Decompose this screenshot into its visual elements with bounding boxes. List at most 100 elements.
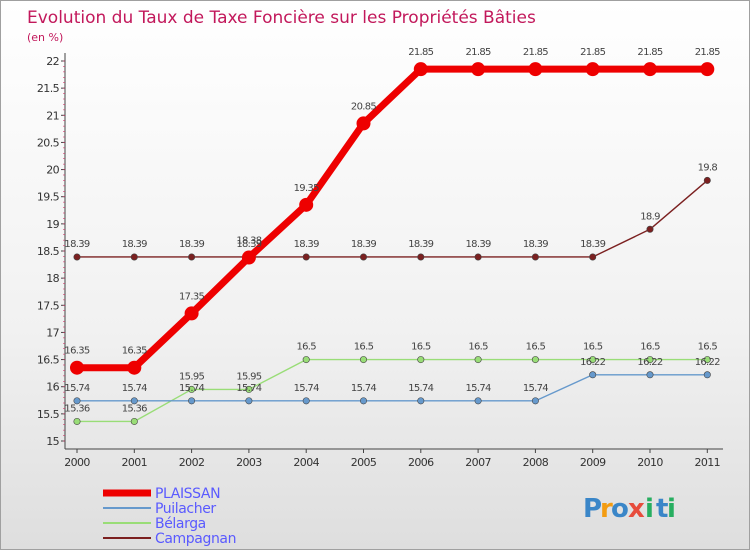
- y-tick-label: 19.5: [37, 191, 60, 204]
- data-label-puilacher: 15.74: [351, 383, 376, 394]
- data-label-puilacher: 16.22: [637, 357, 662, 368]
- data-label-plaissan: 21.85: [523, 47, 548, 58]
- logo-letter: P: [583, 494, 603, 524]
- data-label-campagnan: 18.39: [523, 239, 548, 250]
- data-label-plaissan: 21.85: [695, 47, 720, 58]
- data-label-belarga: 16.5: [468, 342, 488, 353]
- series-line-campagnan: [76, 179, 708, 258]
- y-tick-label: 22: [46, 55, 59, 68]
- data-label-campagnan: 18.39: [236, 239, 261, 250]
- x-tick-label: 2006: [408, 456, 434, 469]
- y-tick-label: 17.5: [37, 299, 60, 312]
- data-label-belarga: 16.5: [583, 342, 603, 353]
- data-point-puilacher: [474, 397, 482, 405]
- data-point-belarga: [359, 356, 367, 364]
- data-label-puilacher: 16.22: [580, 357, 605, 368]
- data-label-campagnan: 19.8: [698, 162, 718, 173]
- legend-label-belarga: Bélarga: [155, 516, 206, 532]
- data-point-belarga: [646, 356, 654, 364]
- data-point-plaissan: [241, 250, 256, 265]
- x-tick-label: 2011: [694, 456, 720, 469]
- data-point-plaissan: [413, 62, 428, 77]
- data-label-plaissan: 21.85: [466, 47, 491, 58]
- data-point-campagnan: [188, 253, 196, 261]
- series-lines: [70, 62, 715, 425]
- x-tick-label: 2007: [465, 456, 491, 469]
- y-tick-label: 15.5: [37, 408, 60, 421]
- y-tick-label: 21: [46, 109, 59, 122]
- x-tick-label: 2009: [580, 456, 606, 469]
- series-line-plaissan: [73, 65, 711, 372]
- data-point-puilacher: [703, 371, 711, 379]
- y-tick-label: 20: [46, 164, 59, 177]
- data-point-plaissan: [70, 360, 84, 375]
- data-label-belarga: 16.5: [296, 342, 316, 353]
- data-label-plaissan: 21.85: [637, 47, 662, 58]
- series-line-puilacher: [76, 374, 708, 402]
- data-label-puilacher: 16.22: [695, 357, 720, 368]
- data-point-puilacher: [531, 397, 539, 405]
- data-point-belarga: [130, 417, 138, 425]
- data-point-plaissan: [127, 360, 142, 375]
- data-label-belarga: 16.5: [526, 342, 546, 353]
- data-labels: 18.39 18.39 18.39 18.39 18.39 18.39 18.39 18.39…: [64, 47, 720, 414]
- data-point-belarga: [245, 385, 253, 393]
- data-label-belarga: 16.5: [354, 342, 374, 353]
- data-point-belarga: [417, 356, 425, 364]
- data-point-puilacher: [589, 371, 597, 379]
- data-point-puilacher: [359, 397, 367, 405]
- unit-label: (en %): [27, 31, 63, 44]
- data-point-belarga: [73, 417, 81, 425]
- data-point-campagnan: [531, 253, 539, 261]
- logo-letter: t: [656, 494, 669, 524]
- data-point-belarga: [302, 356, 310, 364]
- data-label-campagnan: 18.9: [640, 211, 660, 222]
- x-tick-label: 2008: [523, 456, 549, 469]
- data-label-puilacher: 15.74: [466, 383, 491, 394]
- data-label-campagnan: 18.39: [351, 239, 376, 250]
- data-label-plaissan: 17.35: [179, 291, 204, 302]
- chart-title: Evolution du Taux de Taxe Foncière sur l…: [27, 8, 536, 28]
- y-tick-label: 17: [46, 326, 59, 339]
- logo-letter: i: [667, 494, 677, 524]
- data-point-puilacher: [245, 397, 253, 405]
- logo-letter: i: [645, 494, 655, 524]
- data-point-belarga: [703, 356, 711, 364]
- data-label-puilacher: 15.74: [236, 383, 261, 394]
- y-tick-label: 16: [46, 381, 59, 394]
- data-point-campagnan: [359, 253, 367, 261]
- data-point-puilacher: [73, 397, 81, 405]
- logo-letter: r: [600, 494, 614, 524]
- data-point-plaissan: [700, 62, 715, 77]
- y-tick-label: 20.5: [37, 136, 60, 149]
- data-label-plaissan: 20.85: [351, 101, 376, 112]
- data-label-campagnan: 18.39: [122, 239, 147, 250]
- data-point-belarga: [531, 356, 539, 364]
- series-line-belarga: [76, 358, 708, 423]
- data-point-plaissan: [471, 62, 486, 77]
- data-label-belarga: 16.5: [411, 342, 431, 353]
- data-label-puilacher: 15.74: [408, 383, 433, 394]
- data-label-belarga: 16.5: [640, 342, 660, 353]
- data-point-puilacher: [417, 397, 425, 405]
- data-point-puilacher: [130, 397, 138, 405]
- data-label-puilacher: 15.74: [179, 383, 204, 394]
- data-point-plaissan: [643, 62, 657, 77]
- y-tick-label: 15: [46, 435, 59, 448]
- data-label-campagnan: 18.39: [408, 239, 433, 250]
- logo-letter: o: [611, 494, 630, 524]
- data-label-plaissan: 19.35: [294, 183, 319, 194]
- x-tick-label: 2010: [637, 456, 663, 469]
- data-point-campagnan: [417, 253, 425, 261]
- axes: 15 15.5 16 16.5 17 17.5 18 18.5 19 19.5 20 20.5 21 21…: [37, 53, 723, 469]
- data-point-belarga: [589, 356, 597, 364]
- legend-label-puilacher: Puilacher: [155, 501, 216, 517]
- logo-letter: x: [628, 494, 646, 524]
- data-point-plaissan: [184, 306, 199, 321]
- data-point-campagnan: [73, 253, 81, 261]
- y-tick-label: 21.5: [37, 82, 60, 95]
